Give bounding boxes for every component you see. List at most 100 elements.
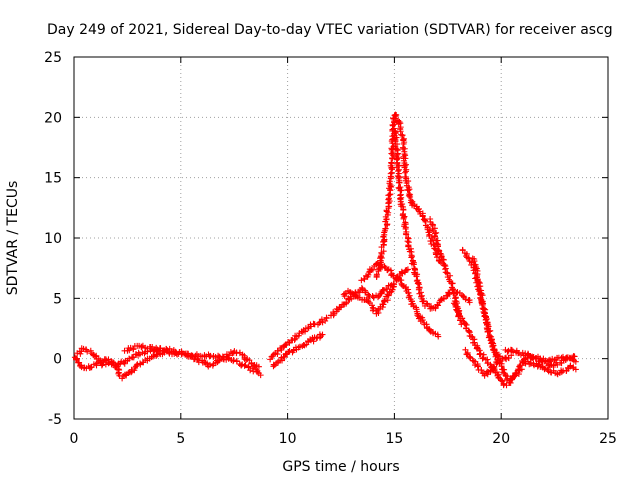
data-point	[383, 216, 390, 223]
data-point	[451, 290, 458, 297]
data-point	[386, 178, 393, 185]
data-point	[498, 377, 505, 384]
series-track-j	[390, 125, 473, 312]
data-point	[431, 233, 438, 240]
data-point	[159, 351, 166, 358]
data-point	[440, 256, 447, 263]
data-point	[490, 340, 497, 347]
data-point	[435, 302, 442, 309]
data-point	[257, 372, 264, 379]
data-point	[436, 258, 443, 265]
data-point	[349, 290, 356, 297]
data-point	[115, 369, 122, 376]
y-tick-label: 15	[44, 171, 62, 187]
data-point	[173, 350, 180, 357]
data-point	[121, 360, 128, 367]
x-tick-label: 0	[70, 431, 79, 447]
data-point	[414, 280, 421, 287]
data-point	[399, 282, 406, 289]
data-point	[471, 339, 478, 346]
y-tick-label: 5	[53, 291, 62, 307]
data-point	[490, 363, 497, 370]
data-point	[279, 357, 286, 364]
data-point	[466, 299, 473, 306]
data-point	[343, 299, 350, 306]
series-track-f	[327, 281, 395, 319]
data-point	[449, 280, 456, 287]
data-point	[527, 359, 534, 366]
data-point	[507, 379, 514, 386]
data-point	[389, 286, 396, 293]
data-point	[449, 286, 456, 293]
data-point	[380, 301, 387, 308]
data-point	[400, 140, 407, 147]
data-point	[471, 362, 478, 369]
y-tick-label: 10	[44, 231, 62, 247]
axis-ticks	[73, 56, 609, 420]
data-point	[516, 363, 523, 370]
data-point	[572, 358, 579, 365]
data-point	[500, 381, 507, 388]
data-point	[394, 172, 401, 179]
data-point	[319, 331, 326, 338]
x-tick-label: 15	[385, 431, 403, 447]
data-point	[156, 350, 163, 357]
series-track-g	[340, 266, 411, 317]
data-point	[388, 159, 395, 166]
series-track-b	[74, 345, 166, 382]
data-point	[149, 343, 156, 350]
y-tick-label: 20	[44, 110, 62, 126]
data-point	[489, 364, 496, 371]
y-tick-label: -5	[48, 412, 62, 428]
data-point	[511, 373, 518, 380]
data-point	[435, 333, 442, 340]
y-axis-label: SDTVAR / TECUs	[5, 181, 21, 296]
x-tick-label: 20	[492, 431, 510, 447]
x-tick-label: 25	[599, 431, 617, 447]
data-point	[84, 348, 91, 355]
data-point	[201, 359, 208, 366]
data-point	[571, 353, 578, 360]
data-point	[184, 350, 191, 357]
data-point	[375, 294, 382, 301]
data-point	[487, 367, 494, 374]
data-point	[481, 310, 488, 317]
data-point	[475, 283, 482, 290]
data-point	[477, 350, 484, 357]
data-point	[109, 359, 116, 366]
data-point	[444, 269, 451, 276]
data-point	[178, 349, 185, 356]
data-point	[420, 297, 427, 304]
data-point	[78, 362, 85, 369]
data-point	[510, 348, 517, 355]
data-point	[400, 215, 407, 222]
data-point	[508, 352, 515, 359]
data-point	[194, 355, 201, 362]
grid	[74, 57, 608, 419]
data-point	[490, 346, 497, 353]
data-point	[484, 328, 491, 335]
data-point	[529, 353, 536, 360]
data-point	[469, 357, 476, 364]
data-point	[449, 287, 456, 294]
data-point	[226, 352, 233, 359]
data-point	[365, 298, 372, 305]
data-point	[396, 179, 403, 186]
data-point	[403, 168, 410, 175]
data-point	[505, 354, 512, 361]
chart-title: Day 249 of 2021, Sidereal Day-to-day VTE…	[47, 22, 613, 38]
data-point	[407, 193, 414, 200]
data-point	[369, 266, 376, 273]
data-point	[255, 363, 262, 370]
data-point	[267, 356, 274, 363]
data-point	[462, 346, 469, 353]
data-point	[478, 367, 485, 374]
data-point	[404, 266, 411, 273]
data-point	[462, 296, 469, 303]
data-point	[405, 243, 412, 250]
data-point	[544, 366, 551, 373]
data-point	[387, 282, 394, 289]
data-point	[491, 365, 498, 372]
data-point	[302, 328, 309, 335]
data-point	[393, 111, 400, 118]
